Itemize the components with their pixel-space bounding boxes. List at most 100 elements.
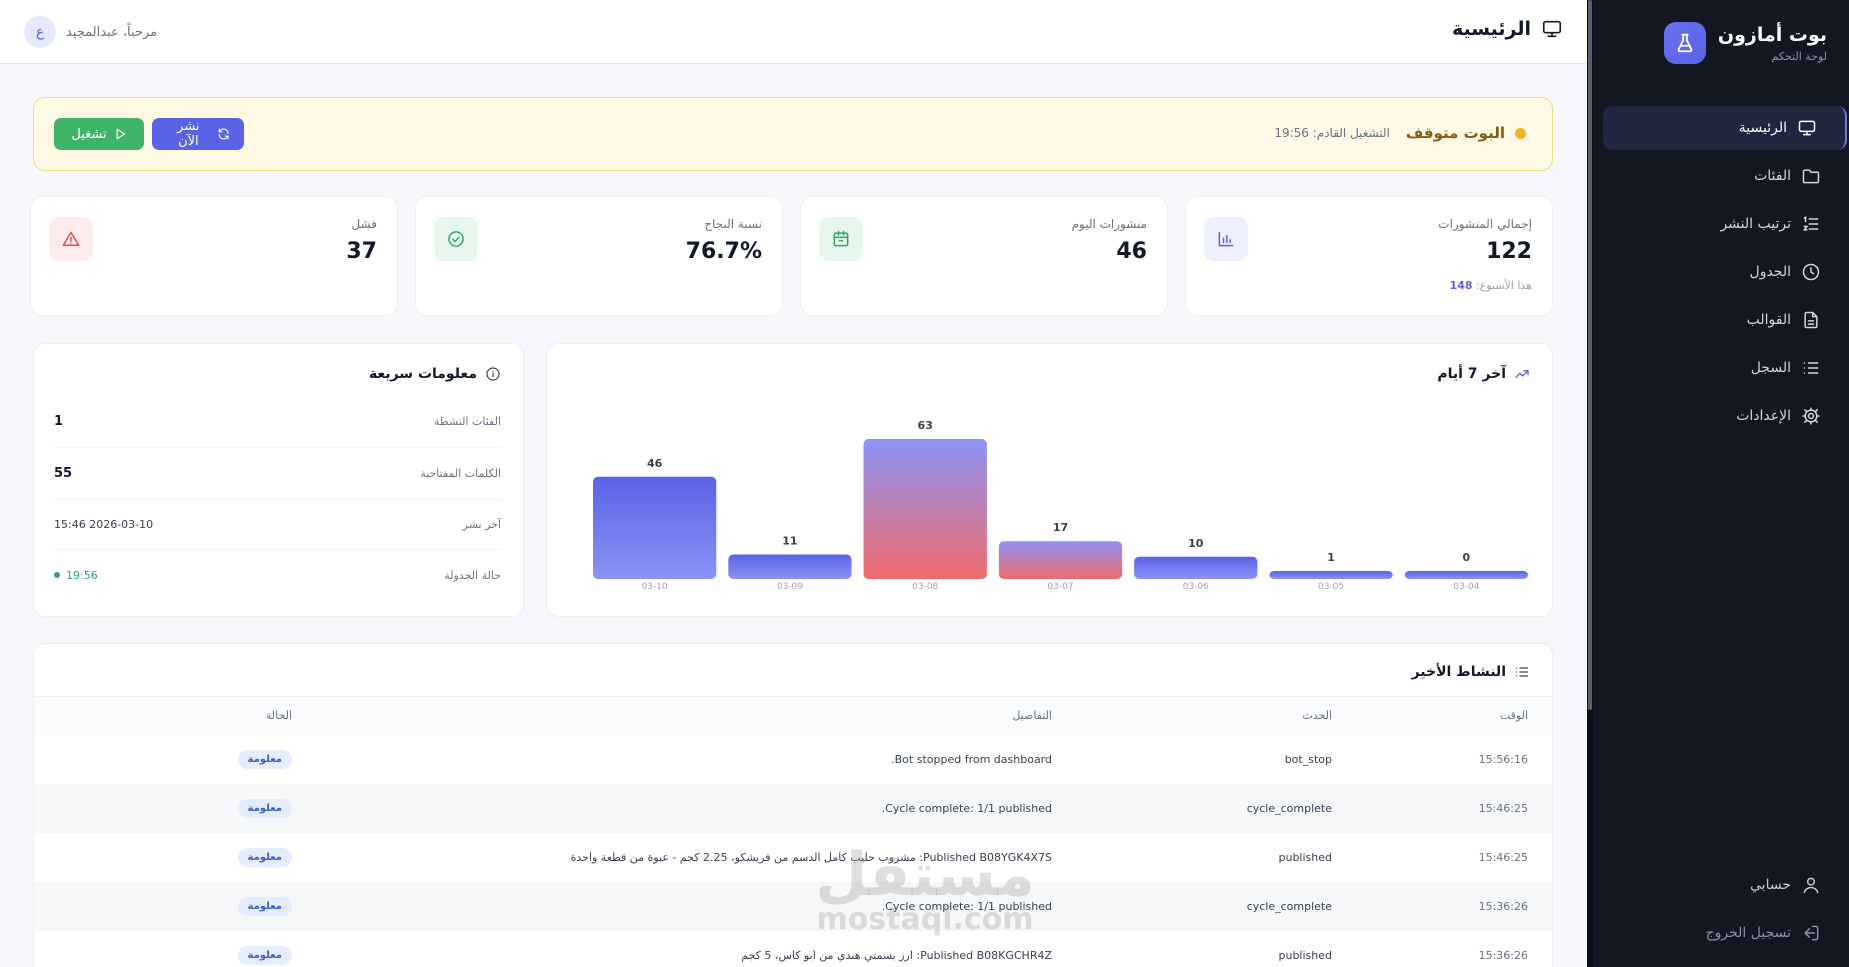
column-header-status[interactable]: الحالة	[34, 696, 292, 735]
chart-value-label: 63	[918, 419, 933, 432]
info-value: 1	[54, 414, 64, 429]
chart-bar	[593, 476, 717, 579]
quick-info-card: معلومات سريعة الفئات النشطة 1 الكلمات ال…	[33, 343, 524, 617]
sidebar: بوت أمازون لوحة التحكم الرئيسية الفئات ت…	[1587, 0, 1849, 967]
run-bot-button[interactable]: تشغيل	[54, 118, 144, 150]
chart-tick-label: 03-09	[777, 582, 803, 592]
chart-bar	[1269, 571, 1393, 579]
sidebar-item-publish-order[interactable]: ترتيب النشر	[1593, 202, 1849, 246]
calendar-icon	[819, 217, 863, 261]
info-label: آخر نشر	[462, 518, 501, 531]
sidebar-item-label: تسجيل الخروج	[1705, 925, 1791, 941]
quick-info-list: الفئات النشطة 1 الكلمات المفتاحية 55 آخر…	[54, 396, 501, 600]
bar-chart-icon	[1204, 217, 1248, 261]
cell-time: 15:36:26	[1332, 930, 1552, 967]
user-menu[interactable]: ع مرحباً، عبدالمجيد	[24, 16, 157, 48]
brand-subtitle: لوحة التحكم	[1771, 49, 1827, 63]
sidebar-item-home[interactable]: الرئيسية	[1603, 106, 1847, 150]
info-value: 19:56	[66, 568, 98, 582]
cell-event: published	[1052, 832, 1332, 882]
table-row[interactable]: 15:46:25 cycle_complete Cycle complete: …	[34, 783, 1552, 833]
cell-status: معلومة	[34, 832, 292, 882]
page-title-text: الرئيسية	[1452, 18, 1531, 40]
info-icon	[486, 367, 500, 381]
file-icon	[1804, 311, 1818, 329]
chart-bar	[728, 554, 852, 579]
list-icon	[1516, 667, 1528, 677]
cell-event: bot_stop	[1052, 734, 1332, 784]
column-header-event[interactable]: الحدث	[1052, 696, 1332, 735]
list-icon	[1803, 362, 1819, 374]
cell-status: معلومة	[34, 930, 292, 967]
chart-tick-label: 03-08	[912, 582, 938, 592]
info-label: الفئات النشطة	[434, 415, 501, 428]
table-row[interactable]: 15:36:26 cycle_complete Cycle complete: …	[34, 881, 1552, 931]
brand-text: بوت أمازون لوحة التحكم	[1718, 24, 1827, 63]
info-row-last-publish: آخر نشر 2026-03-10 15:46	[54, 500, 501, 550]
column-header-details[interactable]: التفاصيل	[292, 696, 1052, 735]
sidebar-item-settings[interactable]: الإعدادات	[1593, 394, 1849, 438]
stat-card-today-posts: منشورات اليوم 46	[800, 196, 1168, 316]
column-header-time[interactable]: الوقت	[1332, 696, 1552, 735]
schedule-status-value: 19:56	[54, 569, 98, 582]
cell-event: cycle_complete	[1052, 881, 1332, 931]
chart-tick-label: 03-04	[1453, 582, 1479, 592]
stat-sub-label: هذا الأسبوع:	[1476, 279, 1532, 292]
info-value: 2026-03-10 15:46	[54, 518, 154, 531]
play-icon	[116, 128, 125, 140]
table-row[interactable]: 15:56:16 bot_stop Bot stopped from dashb…	[34, 734, 1552, 784]
sidebar-item-label: حسابي	[1750, 877, 1791, 893]
cell-status: معلومة	[34, 881, 292, 931]
stat-label: فشل	[351, 217, 377, 231]
chart-tick-label: 03-06	[1183, 582, 1209, 592]
chart-value-label: 0	[1463, 551, 1471, 564]
chart-value-label: 11	[782, 535, 797, 548]
chart-bar	[863, 439, 987, 579]
quick-info-title-text: معلومات سريعة	[368, 366, 477, 382]
warning-icon	[49, 217, 93, 261]
cell-time: 15:36:26	[1332, 881, 1552, 931]
cell-details: Bot stopped from dashboard.	[292, 734, 1052, 784]
sidebar-item-account[interactable]: حسابي	[1593, 863, 1849, 907]
cell-details: Published B08YGK4X7S: مشروب حليب كامل ال…	[292, 832, 1052, 882]
status-badge: معلومة	[237, 896, 292, 916]
chart-value-label: 10	[1188, 537, 1204, 550]
folder-icon	[1802, 169, 1820, 184]
welcome-text: مرحباً، عبدالمجيد	[66, 24, 158, 40]
top-header: الرئيسية ع مرحباً، عبدالمجيد	[0, 0, 1587, 64]
sidebar-item-log[interactable]: السجل	[1593, 346, 1849, 390]
publish-now-button[interactable]: نشر الآن	[152, 118, 244, 150]
recent-activity-card: النشاط الأخير الوقت الحدث التفاصيل الحال…	[33, 643, 1553, 967]
table-row[interactable]: 15:36:26 published Published B08KGCHR4Z:…	[34, 930, 1552, 967]
avatar[interactable]: ع	[24, 16, 56, 48]
status-dot	[1515, 127, 1526, 139]
chart-bar	[1134, 556, 1258, 579]
sidebar-nav: الرئيسية الفئات ترتيب النشر الجدول القوا…	[1593, 106, 1849, 442]
sidebar-item-schedule[interactable]: الجدول	[1593, 250, 1849, 294]
chart-title-text: آخر 7 أيام	[1437, 366, 1506, 382]
info-row-keywords: الكلمات المفتاحية 55	[54, 448, 501, 500]
bot-status-banner: البوت متوقف التشغيل القادم: 19:56 تشغيل …	[33, 97, 1553, 171]
stat-label: نسبة النجاح	[704, 217, 762, 231]
stat-sub: هذا الأسبوع: 148	[1450, 279, 1532, 292]
bot-status: البوت متوقف التشغيل القادم: 19:56	[1274, 124, 1526, 142]
stat-value: 76.7%	[685, 239, 762, 264]
sidebar-item-categories[interactable]: الفئات	[1593, 154, 1849, 198]
brand: بوت أمازون لوحة التحكم	[1663, 22, 1827, 64]
stat-label: منشورات اليوم	[1071, 217, 1147, 231]
info-value: 55	[54, 466, 73, 481]
sidebar-scrollbar-thumb[interactable]	[1588, 0, 1592, 710]
table-header-row: الوقت الحدث التفاصيل الحالة	[34, 696, 1552, 735]
cell-time: 15:46:25	[1332, 783, 1552, 833]
sidebar-item-logout[interactable]: تسجيل الخروج	[1593, 911, 1849, 955]
cell-time: 15:56:16	[1332, 734, 1552, 784]
sidebar-bottom: حسابي تسجيل الخروج	[1593, 863, 1849, 967]
chart-bars: 46 03-10 11 03-09 63 03-08 17 03-07 10 03-06 1 03-0…	[593, 419, 1528, 592]
brand-title: بوت أمازون	[1717, 23, 1827, 46]
table-row[interactable]: 15:46:25 published Published B08YGK4X7S:…	[34, 832, 1552, 882]
sidebar-item-templates[interactable]: القوالب	[1593, 298, 1849, 342]
activity-title: النشاط الأخير	[1412, 664, 1530, 680]
refresh-icon	[218, 128, 229, 140]
sidebar-item-label: الجدول	[1749, 264, 1791, 280]
sidebar-scrollbar[interactable]	[1587, 0, 1593, 967]
